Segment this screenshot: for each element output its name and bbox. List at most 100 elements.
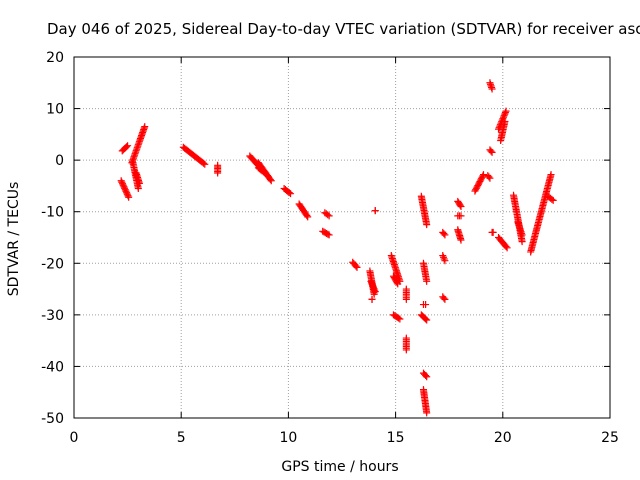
data-point xyxy=(480,171,488,179)
data-point xyxy=(369,282,377,290)
data-point xyxy=(123,190,131,198)
data-point xyxy=(368,280,376,288)
data-point xyxy=(488,85,496,93)
data-point xyxy=(118,178,126,186)
data-point xyxy=(500,113,508,121)
data-point xyxy=(124,142,132,150)
data-point xyxy=(285,189,293,197)
y-tick-label: -30 xyxy=(41,308,64,324)
data-point xyxy=(371,288,379,296)
data-point xyxy=(325,231,333,239)
data-point xyxy=(502,107,510,115)
data-point xyxy=(134,185,142,193)
y-tick-label: 0 xyxy=(55,153,64,169)
data-point xyxy=(370,285,378,293)
data-point xyxy=(266,175,274,183)
data-point xyxy=(214,169,222,177)
data-point xyxy=(488,148,496,156)
data-point xyxy=(371,286,379,294)
data-point xyxy=(501,110,509,118)
data-point xyxy=(485,173,493,181)
data-point xyxy=(121,184,129,192)
data-point xyxy=(457,236,465,244)
data-point xyxy=(502,243,510,251)
y-axis-label: SDTVAR / TECUs xyxy=(6,182,22,297)
y-tick-label: -40 xyxy=(41,359,64,375)
data-point xyxy=(422,315,430,323)
data-point xyxy=(423,409,431,417)
data-point xyxy=(440,255,448,263)
y-tick-label: -50 xyxy=(41,411,64,427)
data-point xyxy=(135,179,143,187)
data-point xyxy=(324,211,332,219)
y-tick-label: -20 xyxy=(41,256,64,272)
data-point xyxy=(439,252,447,260)
x-tick-label: 5 xyxy=(177,430,186,446)
data-point xyxy=(489,228,497,236)
x-tick-label: 0 xyxy=(70,430,79,446)
data-point xyxy=(260,168,268,176)
data-point xyxy=(117,177,125,185)
data-point xyxy=(423,221,431,229)
data-point xyxy=(423,277,431,285)
data-point xyxy=(422,372,430,380)
data-point xyxy=(402,346,410,354)
data-point xyxy=(423,316,431,324)
data-point xyxy=(518,231,526,239)
data-point xyxy=(487,147,495,155)
data-point xyxy=(457,212,465,220)
data-point xyxy=(441,295,449,303)
grid-lines xyxy=(74,57,610,418)
data-point xyxy=(119,181,127,189)
data-point xyxy=(394,280,402,288)
data-point xyxy=(123,143,131,151)
x-axis-label: GPS time / hours xyxy=(281,459,398,475)
data-point xyxy=(201,160,209,168)
data-point xyxy=(456,201,464,209)
data-point xyxy=(124,192,132,200)
data-point xyxy=(125,193,133,201)
data-point xyxy=(440,230,448,238)
data-point xyxy=(123,189,131,197)
data-point xyxy=(352,262,360,270)
data-points xyxy=(117,79,557,417)
x-tick-label: 25 xyxy=(601,430,619,446)
data-point xyxy=(501,109,509,117)
data-point xyxy=(368,279,376,287)
data-point xyxy=(441,257,449,265)
data-point xyxy=(486,174,494,182)
data-point xyxy=(440,294,448,302)
data-point xyxy=(457,203,465,211)
data-point xyxy=(324,230,332,238)
data-point xyxy=(422,301,430,309)
data-point xyxy=(395,314,403,322)
data-point xyxy=(500,112,508,120)
chart-title: Day 046 of 2025, Sidereal Day-to-day VTE… xyxy=(47,20,640,38)
data-point xyxy=(547,171,555,179)
data-point xyxy=(367,277,375,285)
data-point xyxy=(200,159,208,167)
data-point xyxy=(548,195,556,203)
data-point xyxy=(396,315,404,323)
data-point xyxy=(439,253,447,261)
data-point xyxy=(325,212,333,220)
x-tick-label: 20 xyxy=(494,430,512,446)
data-point xyxy=(393,279,401,287)
data-point xyxy=(423,373,431,381)
data-point xyxy=(369,283,377,291)
data-point xyxy=(353,263,361,271)
axis-ticks: 0 5 10 15 20 25 -50 -40 -30 -20 -10 0 10 20 xyxy=(41,50,619,446)
y-tick-label: -10 xyxy=(41,205,64,221)
data-point xyxy=(402,295,410,303)
data-point xyxy=(549,196,557,204)
y-tick-label: 10 xyxy=(46,102,64,118)
data-point xyxy=(501,117,509,125)
data-point xyxy=(261,169,269,177)
data-point xyxy=(441,231,449,239)
data-point xyxy=(121,186,129,194)
data-point xyxy=(287,190,295,198)
data-point xyxy=(371,207,379,215)
plot-border xyxy=(73,56,611,419)
x-tick-label: 10 xyxy=(279,430,297,446)
